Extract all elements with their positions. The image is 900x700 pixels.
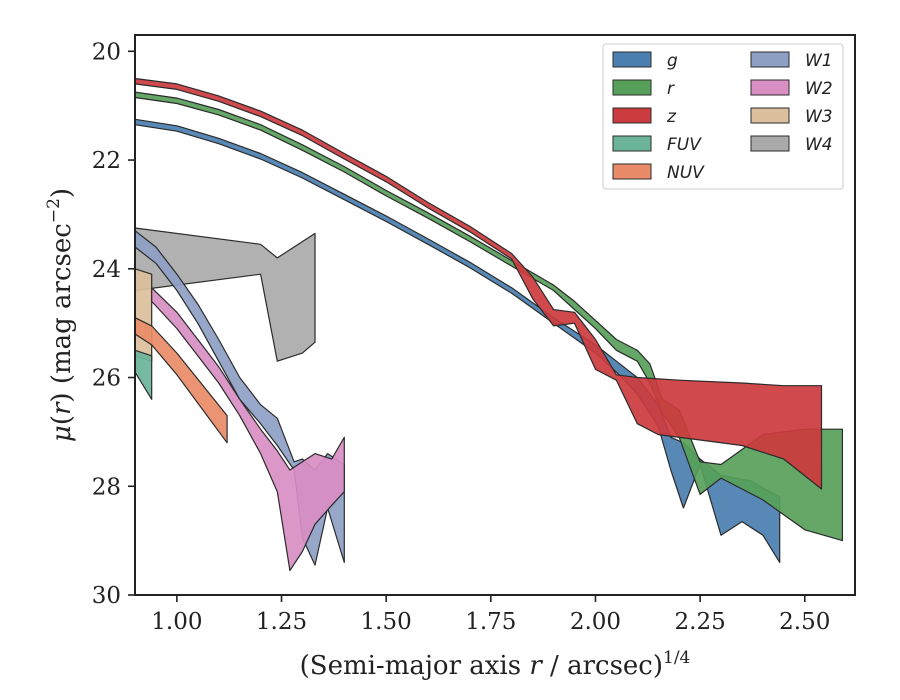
y-axis: 20 22 24 26 28 30 <box>92 39 135 609</box>
y-tick-label: 20 <box>92 39 121 65</box>
band-w4 <box>134 227 316 362</box>
x-tick-label: 1.50 <box>361 609 412 635</box>
band-g <box>134 118 781 563</box>
y-axis-label: μ(r) (mag arcsec−2) <box>44 188 77 442</box>
legend-swatch <box>750 51 790 68</box>
x-tick-label: 2.25 <box>675 609 726 635</box>
legend-swatch <box>612 107 652 124</box>
legend: grz FUV NUV W1 W2 W3 W4 <box>602 43 844 190</box>
legend-swatch <box>612 135 652 152</box>
legend-item-r: r <box>612 79 675 99</box>
y-tick-label: 22 <box>92 148 121 174</box>
legend-item-w4: W4 <box>750 135 833 155</box>
band-r <box>134 91 843 542</box>
legend-label: W3 <box>805 107 833 127</box>
legend-label: W4 <box>805 135 833 155</box>
legend-label: W2 <box>805 79 833 99</box>
y-tick-label: 28 <box>92 474 121 500</box>
legend-item-w2: W2 <box>750 79 833 99</box>
legend-label: z <box>666 107 677 127</box>
legend-item-w1: W1 <box>750 51 833 71</box>
band-fuv <box>134 349 153 400</box>
legend-label: NUV <box>667 163 705 183</box>
x-tick-label: 1.00 <box>151 609 202 635</box>
legend-swatch <box>612 51 652 68</box>
x-tick-label: 2.00 <box>570 609 621 635</box>
legend-swatch <box>750 107 790 124</box>
y-tick-label: 30 <box>92 583 121 609</box>
x-tick-label: 2.50 <box>779 609 830 635</box>
legend-swatch <box>612 163 652 180</box>
legend-item-fuv: FUV <box>612 135 702 155</box>
legend-item-g: g <box>612 51 678 71</box>
band-w1 <box>134 230 345 566</box>
series-bands <box>134 77 843 572</box>
y-tick-label: 24 <box>92 257 121 283</box>
band-w3 <box>134 268 153 362</box>
x-axis: 1.00 1.25 1.50 1.75 2.00 2.25 2.50 <box>151 595 830 635</box>
legend-swatch <box>612 79 652 96</box>
x-tick-label: 1.75 <box>465 609 516 635</box>
legend-item-z: z <box>612 107 677 127</box>
band-nuv <box>134 317 228 444</box>
band-z <box>134 77 823 490</box>
x-tick-label: 1.25 <box>256 609 307 635</box>
legend-label: FUV <box>667 135 702 155</box>
legend-swatch <box>750 79 790 96</box>
legend-swatch <box>750 135 790 152</box>
y-tick-label: 26 <box>92 366 121 392</box>
legend-label: g <box>667 51 678 71</box>
legend-item-w3: W3 <box>750 107 833 127</box>
legend-item-nuv: NUV <box>612 163 705 183</box>
legend-label: r <box>667 79 675 99</box>
legend-label: W1 <box>805 51 833 71</box>
band-w2 <box>151 287 345 572</box>
plot-frame <box>134 34 856 596</box>
x-axis-label: (Semi-major axis r / arcsec)1/4 <box>300 648 691 681</box>
